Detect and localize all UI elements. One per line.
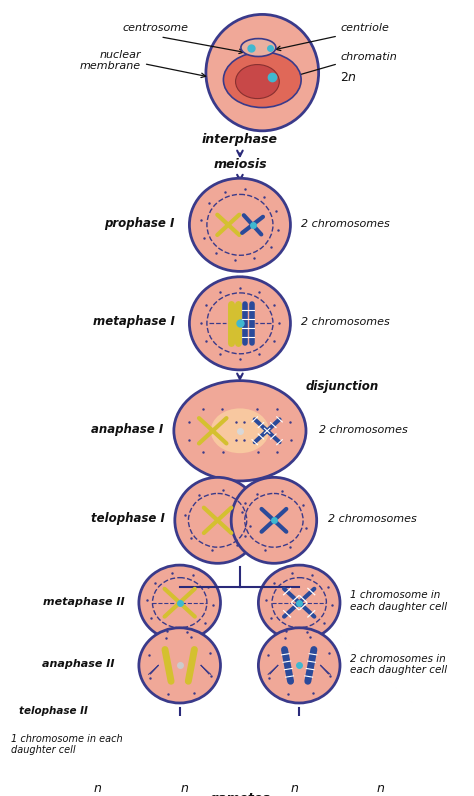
Text: gametes: gametes — [210, 792, 270, 796]
Ellipse shape — [258, 628, 340, 703]
Ellipse shape — [231, 478, 317, 564]
Text: 1 chromosome in: 1 chromosome in — [350, 590, 440, 600]
Text: 2 chromosomes: 2 chromosomes — [319, 424, 407, 435]
Text: metaphase II: metaphase II — [43, 596, 124, 607]
Text: prophase I: prophase I — [104, 217, 175, 229]
Ellipse shape — [174, 380, 306, 481]
Ellipse shape — [223, 52, 301, 107]
Text: membrane: membrane — [80, 61, 141, 71]
Text: 2 chromosomes: 2 chromosomes — [301, 219, 390, 228]
Text: anaphase II: anaphase II — [42, 659, 115, 669]
Text: centriole: centriole — [340, 23, 389, 33]
Ellipse shape — [211, 408, 269, 453]
Ellipse shape — [258, 565, 340, 640]
Text: metaphase I: metaphase I — [93, 315, 175, 328]
Text: daughter cell: daughter cell — [10, 745, 75, 755]
Text: telophase I: telophase I — [91, 512, 165, 525]
Text: nuclear: nuclear — [99, 50, 141, 60]
Text: $n$: $n$ — [180, 782, 189, 794]
Text: disjunction: disjunction — [306, 380, 379, 392]
Ellipse shape — [175, 478, 260, 564]
Text: meiosis: meiosis — [213, 158, 267, 170]
Ellipse shape — [236, 64, 279, 99]
Ellipse shape — [190, 277, 291, 370]
Text: $n$: $n$ — [290, 782, 299, 794]
Text: $2n$: $2n$ — [340, 71, 357, 84]
Text: each daughter cell: each daughter cell — [350, 602, 447, 612]
Text: anaphase I: anaphase I — [91, 423, 163, 435]
Text: 2 chromosomes: 2 chromosomes — [328, 514, 417, 524]
Text: each daughter cell: each daughter cell — [350, 665, 447, 676]
Text: $n$: $n$ — [92, 782, 101, 794]
Ellipse shape — [282, 736, 307, 749]
Text: 1 chromosome in each: 1 chromosome in each — [10, 735, 122, 744]
Text: chromatin: chromatin — [340, 52, 397, 62]
Ellipse shape — [139, 628, 220, 703]
Ellipse shape — [151, 720, 219, 782]
Text: interphase: interphase — [202, 134, 278, 146]
Ellipse shape — [347, 720, 415, 782]
Ellipse shape — [241, 38, 276, 57]
Text: telophase II: telophase II — [18, 706, 87, 716]
Ellipse shape — [63, 720, 131, 782]
Ellipse shape — [172, 736, 197, 749]
Text: centrosome: centrosome — [122, 23, 188, 33]
Text: 2 chromosomes: 2 chromosomes — [301, 317, 390, 327]
Ellipse shape — [190, 178, 291, 271]
Ellipse shape — [206, 14, 319, 131]
Ellipse shape — [139, 565, 220, 640]
Ellipse shape — [84, 736, 109, 749]
Ellipse shape — [260, 720, 328, 782]
Text: $n$: $n$ — [376, 782, 385, 794]
Text: 2 chromosomes in: 2 chromosomes in — [350, 654, 446, 664]
Ellipse shape — [368, 736, 393, 749]
